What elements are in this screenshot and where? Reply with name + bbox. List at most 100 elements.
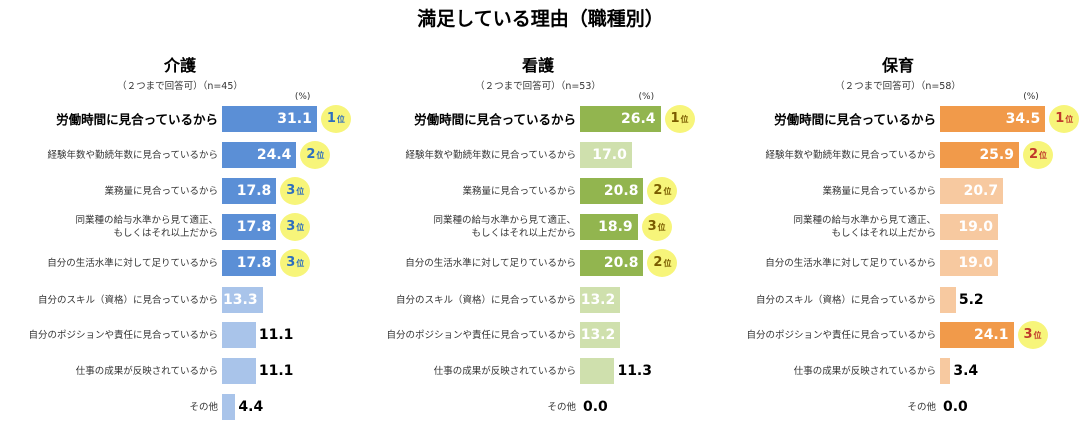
category-label: 自分の生活水準に対して足りているから [405, 250, 576, 276]
rank-number: 3 [1023, 327, 1033, 342]
rank-suffix: 位 [1065, 115, 1074, 124]
bar-row: 仕事の成果が反映されているから 3.4 [718, 358, 1078, 384]
category-label-line: 自分の生活水準に対して足りているから [47, 257, 218, 269]
category-label-line: 同業種の給与水準から見て適正、 [75, 215, 218, 226]
bar-row: その他 4.4 [0, 394, 360, 420]
unit-label: (%) [638, 92, 655, 102]
category-label: 労働時間に見合っているから [774, 106, 936, 132]
bar-row: 自分の生活水準に対して足りているから 20.8 2 位 [358, 249, 718, 277]
bar [222, 250, 277, 276]
category-label-line: もしくはそれ以上だから [113, 228, 218, 239]
category-label: 経験年数や勤続年数に見合っているから [47, 142, 218, 168]
data-label: 31.1 [277, 111, 312, 127]
category-label: 仕事の成果が反映されているから [76, 358, 218, 384]
category-label: 自分のポジションや責任に見合っているから [746, 322, 936, 348]
data-label: 3.4 [953, 363, 979, 379]
panel-subtitle: （２つまで回答可）（n=45） [117, 81, 243, 92]
bar [580, 322, 621, 348]
category-label-line: もしくはそれ以上だから [471, 228, 576, 239]
category-label-line: 自分の生活水準に対して足りているから [405, 257, 576, 269]
data-label: 20.7 [963, 183, 999, 199]
bar [940, 178, 1004, 204]
bar [940, 250, 998, 276]
bar [940, 142, 1019, 168]
data-label: 19.0 [958, 255, 993, 271]
data-label: 25.9 [979, 147, 1014, 163]
category-label-line: 労働時間に見合っているから [414, 111, 576, 127]
bar [222, 142, 297, 168]
category-label-line: 経験年数や勤続年数に見合っているから [47, 149, 218, 161]
category-label-line: 業務量に見合っているから [462, 185, 576, 197]
rank-suffix: 位 [657, 223, 666, 232]
category-label-line: 自分のスキル（資格）に見合っているから [395, 294, 576, 306]
category-label: 労働時間に見合っているから [56, 106, 218, 132]
data-label: 17.8 [236, 219, 272, 235]
data-label: 20.8 [603, 255, 639, 271]
category-label: 自分のスキル（資格）に見合っているから [38, 287, 218, 313]
category-label-line: 仕事の成果が反映されているから [75, 365, 218, 377]
category-label: 自分のポジションや責任に見合っているから [28, 322, 218, 348]
category-label-line: 経験年数や勤続年数に見合っているから [405, 149, 576, 161]
category-label-line: 同業種の給与水準から見て適正、 [793, 215, 936, 226]
bar [940, 358, 951, 384]
panel-title: 保育 [881, 56, 914, 75]
data-label: 17.0 [592, 147, 627, 163]
bar [222, 106, 317, 132]
category-label: その他 [907, 394, 936, 420]
bar-row: 経験年数や勤続年数に見合っているから 24.4 2 位 [0, 141, 360, 169]
bar [580, 106, 661, 132]
bar-row: 同業種の給与水準から見て適正、 もしくはそれ以上だから 18.9 3 位 [358, 213, 718, 241]
category-label: 自分の生活水準に対して足りているから [47, 250, 218, 276]
bar [580, 287, 621, 313]
chart-panel: 保育 （２つまで回答可）（n=58） (%) 労働時間に見合っているから 34.5 1 位経… [718, 0, 1080, 427]
data-label: 17.8 [236, 183, 272, 199]
data-label: 5.2 [958, 292, 984, 308]
category-label: 労働時間に見合っているから [414, 106, 576, 132]
rank-suffix: 位 [663, 187, 672, 196]
data-label: 0.0 [583, 399, 608, 415]
rank-suffix: 位 [1033, 331, 1042, 340]
bar [580, 250, 644, 276]
rank-suffix: 位 [680, 115, 689, 124]
category-label-line: 労働時間に見合っているから [774, 111, 936, 127]
category-label-line: 経験年数や勤続年数に見合っているから [765, 149, 936, 161]
data-label: 13.2 [580, 292, 616, 308]
bar-row: 業務量に見合っているから 17.8 3 位 [0, 177, 360, 205]
category-label-line: 業務量に見合っているから [104, 185, 218, 197]
data-label: 11.3 [617, 363, 652, 379]
data-label: 26.4 [620, 111, 656, 127]
category-label-line: 自分のポジションや責任に見合っているから [746, 329, 936, 341]
category-label: 経験年数や勤続年数に見合っているから [765, 142, 936, 168]
rank-number: 3 [286, 219, 296, 234]
category-label: 仕事の成果が反映されているから [794, 358, 936, 384]
bar [222, 322, 256, 348]
bar-row: 業務量に見合っているから 20.8 2 位 [358, 177, 718, 205]
category-label-line: 自分のポジションや責任に見合っているから [28, 329, 218, 341]
data-label: 4.4 [238, 399, 264, 415]
rank-number: 2 [653, 183, 663, 198]
data-label: 34.5 [1005, 111, 1041, 127]
bar [940, 287, 956, 313]
bar-row: 自分のスキル（資格）に見合っているから 13.3 [0, 287, 360, 313]
panel-subtitle: （２つまで回答可）（n=58） [835, 81, 961, 92]
bar-row: 仕事の成果が反映されているから 11.3 [358, 358, 718, 384]
bar [222, 214, 277, 240]
bar [580, 214, 638, 240]
bar-row: 労働時間に見合っているから 26.4 1 位 [358, 105, 718, 133]
bar [580, 142, 632, 168]
category-label: その他 [189, 394, 218, 420]
bar-row: 経験年数や勤続年数に見合っているから 17.0 [358, 142, 718, 168]
category-label-line: 仕事の成果が反映されているから [433, 365, 576, 377]
category-label: その他 [547, 394, 576, 420]
rank-number: 3 [286, 183, 296, 198]
category-label: 同業種の給与水準から見て適正、もしくはそれ以上だから [75, 214, 218, 240]
category-label-line: もしくはそれ以上だから [831, 228, 936, 239]
